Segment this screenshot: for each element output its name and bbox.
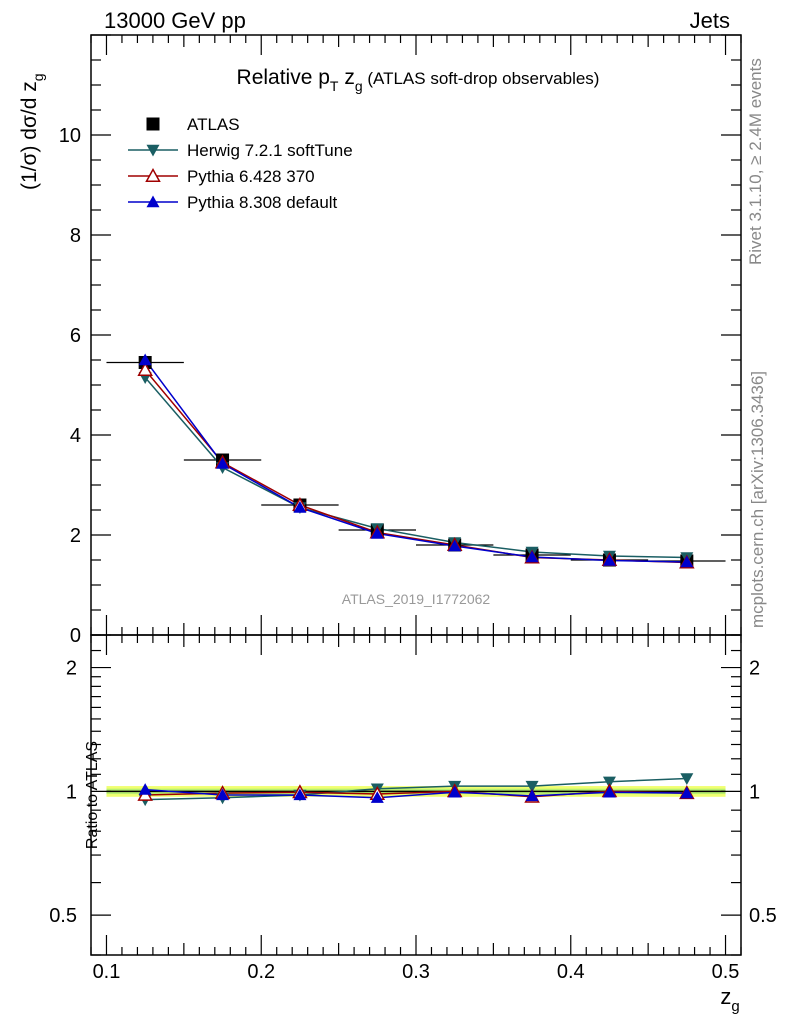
main-point-pythia6 — [137, 361, 153, 376]
main-point-pythia8 — [370, 527, 384, 539]
legend-label: Pythia 6.428 370 — [187, 167, 315, 186]
xtick-label: 0.4 — [557, 961, 585, 983]
header-process: 13000 GeV pp — [104, 8, 246, 33]
legend-entry-herwig: Herwig 7.2.1 softTune — [128, 141, 353, 160]
legend-marker-pythia8 — [146, 195, 160, 208]
xtick-label: 0.5 — [712, 961, 740, 983]
ratio-point-herwig — [680, 773, 694, 785]
ratio-series-markers — [137, 773, 695, 807]
xtick-label: 0.3 — [402, 961, 430, 983]
xtick-label: 0.2 — [247, 961, 275, 983]
legend: ATLAS Herwig 7.2.1 softTune Pythia 6.428 3… — [128, 115, 353, 212]
legend-label: Pythia 8.308 default — [187, 193, 338, 212]
main-ytick-label: 4 — [70, 425, 81, 447]
ratio-point-herwig — [602, 776, 616, 789]
ratio-panel: 0.5 0.5 1 1 2 2 0.1 0.2 0.3 0.4 0.5 Ratio to ATLAS… — [49, 634, 777, 1015]
ratio-point-pythia8 — [448, 785, 462, 798]
ratio-point-pythia8 — [602, 785, 616, 798]
ratio-line-herwig — [145, 777, 687, 801]
ratio-point-pythia8 — [525, 789, 539, 802]
analysis-watermark: ATLAS_2019_I1772062 — [342, 591, 491, 607]
main-ytick-label: 10 — [59, 125, 81, 147]
legend-marker-atlas — [146, 117, 160, 131]
main-line-pythia8 — [144, 359, 687, 563]
mcplots-label: mcplots.cern.ch [arXiv:1306.3436] — [748, 371, 767, 628]
main-ytick-label: 8 — [70, 225, 81, 247]
header-category: Jets — [690, 8, 730, 33]
chart-title: Relative pT zg (ATLAS soft-drop observab… — [237, 66, 600, 94]
main-ticks: 0 2 4 6 8 10 — [59, 34, 742, 647]
ratio-ytick-label: 0.5 — [49, 905, 77, 927]
xtick-label: 0.1 — [93, 961, 121, 983]
ratio-ytick-label-right: 2 — [749, 658, 760, 680]
ratio-point-pythia8 — [370, 791, 384, 803]
legend-marker-herwig — [146, 144, 160, 157]
main-ytick-label: 2 — [70, 525, 81, 547]
ratio-ytick-label-right: 1 — [749, 781, 760, 803]
ratio-point-pythia8 — [138, 783, 152, 795]
legend-label: Herwig 7.2.1 softTune — [187, 141, 353, 160]
main-point-pythia8 — [138, 353, 152, 366]
legend-entry-pythia6: Pythia 6.428 370 — [128, 167, 315, 186]
ratio-point-herwig — [525, 780, 539, 793]
ratio-ticks: 0.5 0.5 1 1 2 2 0.1 0.2 0.3 0.4 0.5 — [49, 634, 777, 983]
main-point-pythia8 — [680, 555, 694, 568]
main-line-herwig — [144, 377, 687, 559]
ratio-ytick-label-right: 0.5 — [749, 905, 777, 927]
ratio-line-pythia8 — [145, 788, 687, 799]
main-point-pythia8 — [293, 501, 307, 513]
legend-label: ATLAS — [187, 115, 240, 134]
rivet-label: Rivet 3.1.10, ≥ 2.4M events — [746, 58, 765, 265]
main-point-pythia8 — [602, 554, 616, 566]
main-series-markers — [137, 353, 695, 569]
main-panel: 0 2 4 6 8 10 Relative pT zg (ATLAS soft-drop … — [18, 34, 742, 647]
main-ylabel: (1/σ) dσ/d zg — [18, 73, 46, 190]
main-ytick-label: 0 — [70, 625, 81, 647]
main-point-pythia8 — [216, 457, 230, 469]
ratio-ylabel: Ratio to ATLAS — [84, 741, 101, 849]
main-point-pythia8 — [525, 550, 539, 563]
main-point-pythia8 — [448, 539, 462, 552]
ratio-point-pythia8 — [293, 788, 307, 801]
legend-entry-atlas: ATLAS — [146, 115, 240, 134]
ratio-xlabel: zg — [720, 984, 739, 1015]
legend-entry-pythia8: Pythia 8.308 default — [128, 193, 338, 212]
ratio-series-lines — [145, 777, 687, 801]
ratio-ytick-label: 1 — [66, 781, 77, 803]
main-ytick-label: 6 — [70, 325, 81, 347]
main-series-lines — [106, 359, 726, 564]
legend-marker-pythia6 — [145, 167, 161, 182]
ratio-point-pythia8 — [216, 788, 230, 801]
ratio-point-pythia8 — [680, 786, 694, 799]
ratio-ytick-label: 2 — [66, 658, 77, 680]
